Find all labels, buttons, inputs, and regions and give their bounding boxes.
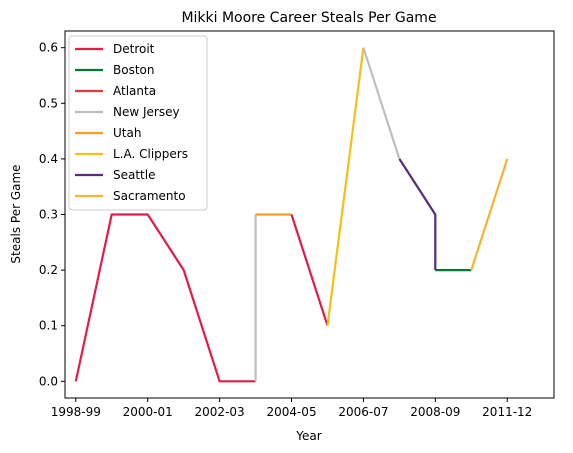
x-axis-label: Year xyxy=(295,429,321,443)
legend-box xyxy=(68,35,208,211)
legend: Detroit Boston Atlanta New Jersey Utah L.A. C… xyxy=(68,35,208,211)
legend-label-utah: Utah xyxy=(113,126,141,140)
series-line-new-jersey xyxy=(362,47,401,160)
y-axis-label: Steals Per Game xyxy=(9,164,23,263)
series-line-detroit xyxy=(290,214,329,327)
x-axis: 1998-99 2000-01 2002-03 2004-05 2006-07 2008-… xyxy=(51,398,532,419)
y-tick-label: 0.1 xyxy=(39,319,58,333)
legend-label-boston: Boston xyxy=(113,63,154,77)
series-line-seattle xyxy=(398,158,437,271)
legend-label-sacramento: Sacramento xyxy=(113,189,186,203)
legend-label-atlanta: Atlanta xyxy=(113,84,156,98)
x-tick-label: 2011-12 xyxy=(482,405,532,419)
x-tick-label: 2002-03 xyxy=(195,405,245,419)
y-tick-label: 0.4 xyxy=(39,152,58,166)
y-tick-label: 0.5 xyxy=(39,96,58,110)
y-tick-label: 0.2 xyxy=(39,263,58,277)
y-tick-label: 0.6 xyxy=(39,41,58,55)
y-tick-label: 0.0 xyxy=(39,374,58,388)
legend-label-new-jersey: New Jersey xyxy=(113,105,180,119)
series-line-l-a-clippers xyxy=(326,47,365,326)
series-lines xyxy=(74,47,509,383)
x-tick-label: 2004-05 xyxy=(266,405,316,419)
chart-title: Mikki Moore Career Steals Per Game xyxy=(181,10,436,26)
y-axis: 0.0 0.1 0.2 0.3 0.4 0.5 0.6 xyxy=(39,41,65,388)
y-tick-label: 0.3 xyxy=(39,208,58,222)
x-tick-label: 1998-99 xyxy=(51,405,101,419)
x-tick-label: 2008-09 xyxy=(410,405,460,419)
series-line-detroit xyxy=(74,213,256,383)
legend-label-l-a-clippers: L.A. Clippers xyxy=(113,147,188,161)
legend-label-detroit: Detroit xyxy=(113,42,155,56)
legend-label-seattle: Seattle xyxy=(113,168,155,182)
x-tick-label: 2006-07 xyxy=(338,405,388,419)
series-line-sacramento xyxy=(470,158,509,271)
x-tick-label: 2000-01 xyxy=(123,405,173,419)
